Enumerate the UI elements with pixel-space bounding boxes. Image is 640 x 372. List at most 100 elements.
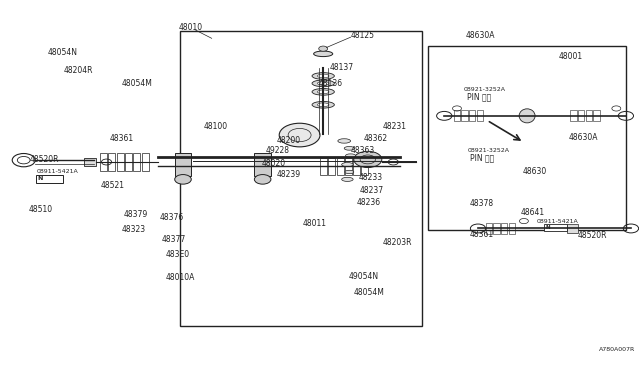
Ellipse shape [312, 89, 334, 95]
Bar [454, 110, 460, 121]
Bar [100, 153, 107, 171]
Text: 48204R: 48204R [64, 66, 93, 75]
Text: 48136: 48136 [319, 79, 343, 88]
Text: 48203R: 48203R [383, 238, 412, 247]
Bar [477, 110, 483, 121]
Text: 08921-3252A: 08921-3252A [463, 87, 506, 92]
Ellipse shape [312, 80, 334, 87]
Ellipse shape [345, 170, 354, 174]
Ellipse shape [342, 177, 353, 182]
Circle shape [279, 123, 320, 147]
Circle shape [319, 46, 328, 51]
Text: 48630A: 48630A [568, 133, 598, 142]
Text: 48200: 48200 [276, 137, 301, 145]
Text: N: N [38, 176, 43, 182]
Ellipse shape [312, 73, 334, 79]
Bar [578, 110, 584, 121]
Bar [180, 31, 422, 326]
Text: A780A007R: A780A007R [599, 347, 636, 352]
Ellipse shape [314, 51, 333, 57]
Text: 48054N: 48054N [47, 48, 77, 57]
Text: 48377: 48377 [162, 235, 186, 244]
Text: 48378: 48378 [470, 199, 494, 208]
Text: 08911-5421A: 08911-5421A [36, 170, 78, 174]
Bar [337, 158, 344, 174]
Bar [586, 110, 592, 121]
Text: 48323: 48323 [121, 225, 145, 234]
Text: 48363: 48363 [351, 147, 375, 155]
Text: 48510: 48510 [28, 205, 52, 215]
Circle shape [175, 174, 191, 184]
Bar [345, 158, 352, 174]
Bar [570, 110, 577, 121]
Circle shape [254, 174, 271, 184]
Text: 48233: 48233 [358, 173, 382, 182]
Text: 48010: 48010 [179, 23, 203, 32]
Bar [469, 110, 476, 121]
Bar [175, 153, 191, 176]
Bar [133, 153, 140, 171]
Text: 48630: 48630 [523, 167, 547, 176]
Text: 08911-5421A: 08911-5421A [537, 219, 579, 224]
Bar [501, 223, 508, 234]
Bar [254, 153, 271, 176]
Ellipse shape [519, 109, 535, 123]
Text: 48010A: 48010A [166, 273, 195, 282]
Bar [428, 46, 626, 230]
Ellipse shape [317, 103, 329, 107]
Bar [141, 153, 148, 171]
Ellipse shape [338, 139, 351, 143]
Ellipse shape [312, 102, 334, 108]
Circle shape [354, 151, 382, 167]
Bar [353, 158, 360, 174]
Text: 48239: 48239 [276, 170, 301, 179]
Text: 48376: 48376 [159, 213, 184, 222]
Ellipse shape [317, 74, 329, 78]
Text: 48520R: 48520R [30, 155, 60, 164]
Bar [328, 158, 335, 174]
Text: 48630A: 48630A [465, 31, 495, 40]
Text: 48020: 48020 [261, 158, 285, 168]
Bar [486, 223, 492, 234]
Text: 49054N: 49054N [349, 272, 379, 281]
Bar [544, 224, 567, 231]
Text: 48641: 48641 [521, 208, 545, 217]
Bar [84, 158, 96, 166]
Bar [509, 223, 515, 234]
Bar [593, 110, 600, 121]
Text: 48236: 48236 [357, 198, 381, 207]
Bar [108, 153, 115, 171]
Text: 48520R: 48520R [578, 231, 607, 240]
Bar [566, 224, 578, 233]
Text: 48001: 48001 [559, 52, 583, 61]
Text: 48125: 48125 [351, 31, 374, 40]
Ellipse shape [317, 90, 329, 94]
Text: 48137: 48137 [330, 62, 354, 72]
Bar [362, 158, 369, 174]
Ellipse shape [344, 147, 355, 150]
Bar [461, 110, 468, 121]
Ellipse shape [346, 154, 356, 158]
Text: 48011: 48011 [302, 219, 326, 228]
Text: 48361: 48361 [109, 134, 134, 143]
Text: 48361: 48361 [470, 230, 494, 239]
Text: 48100: 48100 [204, 122, 228, 131]
Text: PIN ピン: PIN ピン [470, 154, 494, 163]
Bar [320, 158, 327, 174]
Text: 48362: 48362 [364, 134, 387, 143]
Bar [493, 223, 500, 234]
Text: PIN ピン: PIN ピン [467, 92, 491, 101]
Text: 49228: 49228 [266, 147, 290, 155]
Text: 48237: 48237 [360, 186, 383, 195]
Text: 48231: 48231 [383, 122, 406, 131]
Text: 48054M: 48054M [353, 288, 384, 297]
Ellipse shape [317, 81, 329, 85]
Bar [125, 153, 132, 171]
Text: N: N [545, 225, 550, 230]
Bar [36, 175, 63, 183]
Text: 48521: 48521 [100, 181, 124, 190]
Text: 08921-3252A: 08921-3252A [468, 148, 510, 153]
Ellipse shape [342, 163, 353, 167]
Bar [116, 153, 124, 171]
Text: 48054M: 48054M [121, 79, 152, 88]
